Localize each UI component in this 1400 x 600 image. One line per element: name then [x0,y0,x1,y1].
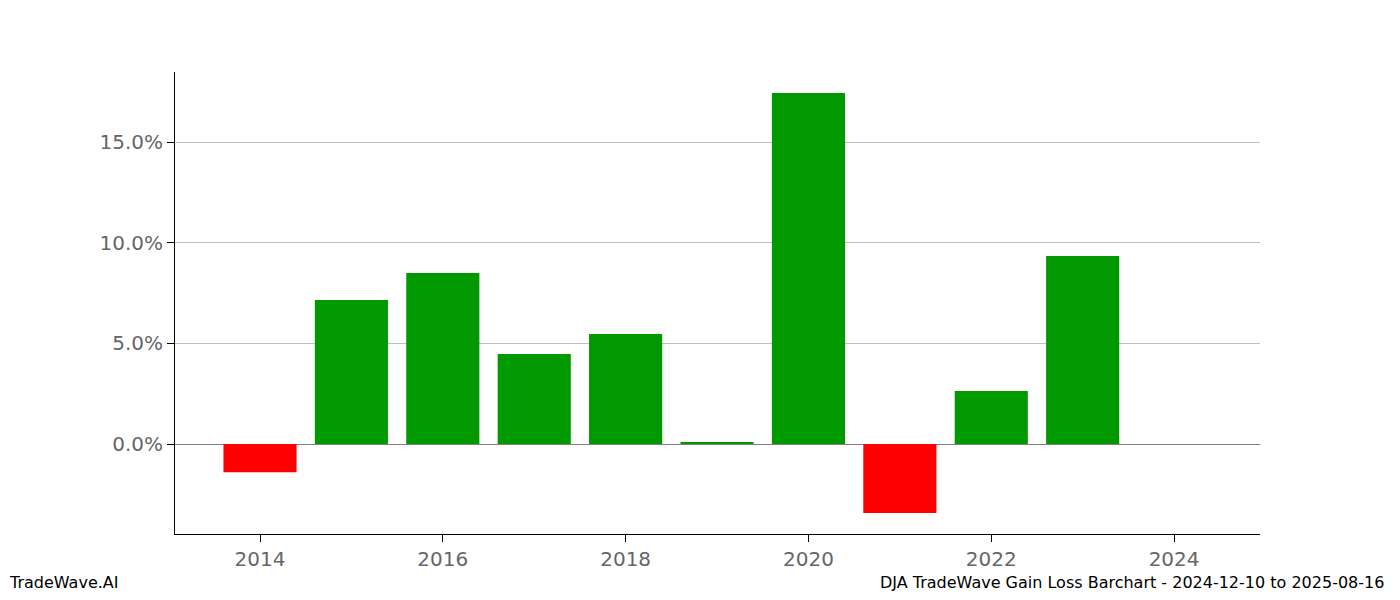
svg-text:5.0%: 5.0% [112,331,163,355]
svg-text:10.0%: 10.0% [99,231,163,255]
svg-text:TradeWave.AI: TradeWave.AI [9,573,118,592]
svg-text:2022: 2022 [966,547,1017,571]
svg-text:2018: 2018 [600,547,651,571]
svg-text:2020: 2020 [783,547,834,571]
svg-text:2024: 2024 [1149,547,1200,571]
svg-text:2016: 2016 [417,547,468,571]
svg-text:0.0%: 0.0% [112,432,163,456]
svg-text:DJA TradeWave Gain Loss Barcha: DJA TradeWave Gain Loss Barchart - 2024-… [880,573,1384,592]
svg-text:2014: 2014 [235,547,286,571]
svg-text:15.0%: 15.0% [99,130,163,154]
